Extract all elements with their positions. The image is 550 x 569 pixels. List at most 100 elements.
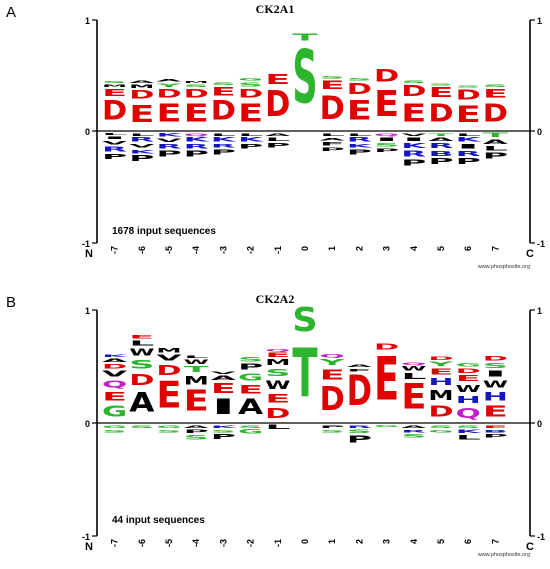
logo-letter: K [211,137,238,144]
logo-letter: A [238,395,263,419]
logo-letter: W [184,359,209,366]
logo-letter: P [483,152,508,161]
logo-letter: V [156,354,182,363]
y-tick-label-right: -1 [537,239,545,249]
position-label: -4 [191,246,201,254]
logo-letter: L [265,424,291,431]
logo-letter: E [265,71,290,87]
logo-letter: S [129,424,154,428]
logo-letter: G [238,77,263,81]
watermark: www.phosphosite.org [477,552,530,558]
logo-letter: D [347,367,372,416]
logo-letter: T [292,335,318,413]
logo-letter: P [265,142,290,149]
logo-letter: R [401,429,426,433]
position-label: 2 [354,539,364,544]
logo-letter: Y [318,359,346,368]
logo-letter: L [265,137,291,142]
position-label: 0 [300,539,310,544]
position-label: 1 [327,246,337,251]
position-label: 4 [409,539,419,544]
position-label: -1 [273,246,283,254]
position-label: 5 [436,246,446,251]
n-terminus-label: N [85,248,93,260]
c-terminus-label: C [526,248,534,260]
logo-letter: D [483,99,508,128]
logo-letter: K [347,144,374,149]
logo-letter: P [184,150,209,159]
panel-a: A CK2A1 1 1 0 0 -1 -1 N C -7 -6 -5 -4 -3 -2 -1 0 1 2 3 4 5 6 7… [0,0,550,270]
logo-letter: S [102,81,127,84]
logo-letter: M [129,84,154,89]
logo-letter: E [401,377,426,417]
logo-letter: D [238,87,263,100]
logo-letter: M [428,387,453,403]
logo-letter: Q [102,379,127,390]
logo-letter: D [129,371,154,389]
logo-letter: R [211,144,236,149]
logo-letter: S [265,367,290,378]
logo-letter: E [483,87,508,100]
position-label: -2 [246,246,256,254]
logo-letter: W [129,347,154,358]
logo-letter: D [102,363,127,370]
logo-letter: V [401,132,426,136]
logo-letter: I [483,370,508,379]
logo-letter: R [102,146,127,154]
logo-letter: A [401,424,426,428]
y-tick-label-left: -1 [82,532,90,542]
position-label: 4 [409,246,419,251]
logo-letter: I [456,143,481,150]
position-label: -1 [273,539,283,547]
logo-letter: A [211,375,238,382]
logo-letter: Q [374,132,399,136]
logo-letter: E [265,392,290,405]
position-label: 0 [300,246,310,251]
logo-letter: A [129,79,154,83]
position-label: 2 [354,246,364,251]
logo-letter: M [102,84,127,88]
logo-letter: T [483,132,509,139]
logo-letter: R [401,150,426,159]
y-tick-label-right: 1 [537,16,542,26]
logo-letter: W [265,378,290,391]
logo-letter: D [401,82,426,99]
logo-letter: E [102,88,127,99]
logo-letter: E [211,85,236,98]
input-sequence-count: 1678 input sequences [112,226,216,237]
logo-letter: E [374,84,399,126]
logo-letter: D [347,80,372,97]
position-label: -3 [218,539,228,547]
logo-letter: R [184,143,209,150]
logo-letter: M [184,81,209,84]
logo-letter: A [184,424,209,428]
sequence-logo-ck2a2: 1 10 0-1 -1N C-7 -6 -5 -4 -3 -2 -1 0 1 2 3 4 5 6 7GEQVDAKG… [82,301,545,553]
logo-letter: L [456,434,482,441]
logo-letter: S [238,424,263,428]
logo-letter: R [456,150,481,158]
logo-letter: I [401,137,426,142]
logo-letter: S [347,77,372,81]
logo-letter: S [320,429,345,433]
logo-letter: I [211,395,236,419]
logo-letter: L [129,340,155,348]
logo-letter: B [428,150,453,158]
c-terminus-label: C [526,541,534,553]
logo-letter: S [129,358,154,371]
logo-letter: S [184,84,209,88]
logo-letter: P [347,149,372,157]
logo-letter: E [102,390,127,403]
y-tick-label-left: 1 [85,16,90,26]
position-label: -5 [164,246,174,254]
panel-label: A [6,4,17,21]
logo-letter: S [347,429,372,435]
logo-letter: A [347,364,372,368]
position-label: 3 [382,246,392,251]
y-tick-label-right: 0 [537,127,542,137]
logo-letter: Q [401,361,426,365]
watermark: www.phosphosite.org [477,264,530,270]
logo-letter: P [211,433,236,441]
y-tick-label-left: -1 [82,239,90,249]
logo-letter: P [483,433,508,439]
panel-label: B [6,294,17,311]
